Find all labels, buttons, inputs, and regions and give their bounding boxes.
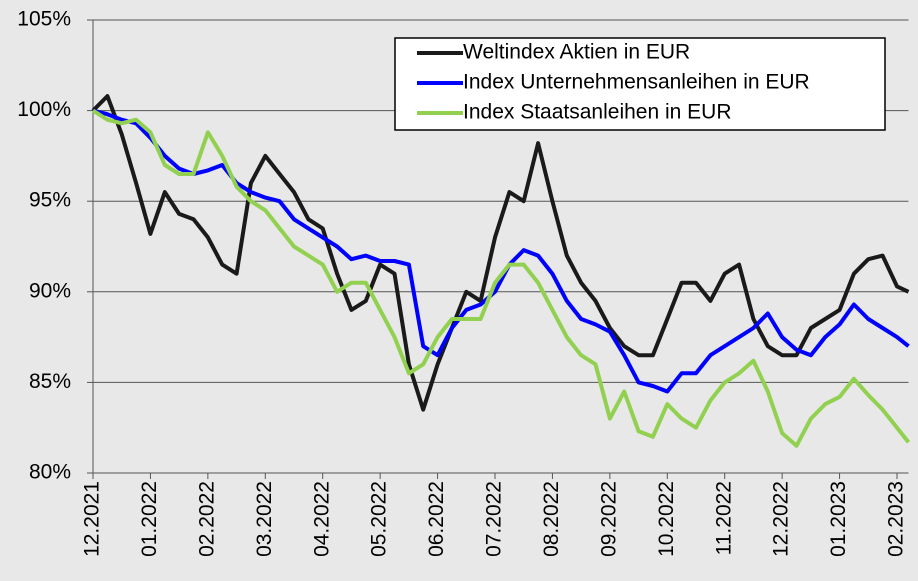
x-tick-label: 10.2022 xyxy=(655,481,678,557)
y-tick-label: 105% xyxy=(17,8,71,31)
x-tick-label: 01.2023 xyxy=(827,481,850,557)
series-line xyxy=(91,94,910,412)
series-line xyxy=(91,108,911,448)
x-tick-label: 12.2021 xyxy=(81,481,104,557)
x-tick-label: 05.2022 xyxy=(368,481,391,557)
legend-label: Weltindex Aktien in EUR xyxy=(463,41,690,64)
x-tick-label: 04.2022 xyxy=(310,481,333,557)
legend-box xyxy=(394,37,886,131)
y-tick-label: 85% xyxy=(29,370,71,393)
x-tick-label: 07.2022 xyxy=(483,481,506,557)
y-tick-label: 80% xyxy=(29,461,71,484)
x-tick-label: 08.2022 xyxy=(540,481,563,557)
x-tick-label: 06.2022 xyxy=(425,481,448,557)
legend-label: Index Unternehmensanleihen in EUR xyxy=(463,71,810,94)
x-tick-label: 02.2022 xyxy=(195,481,218,557)
y-tick-label: 100% xyxy=(17,98,71,121)
y-tick-label: 95% xyxy=(29,189,71,212)
y-tick-label: 90% xyxy=(29,279,71,302)
x-tick-label: 01.2022 xyxy=(138,481,161,557)
x-tick-label: 02.2023 xyxy=(885,481,908,557)
x-tick-label: 12.2022 xyxy=(770,481,793,557)
x-tick-label: 03.2022 xyxy=(253,481,276,557)
legend-label: Index Staatsanleihen in EUR xyxy=(463,101,732,124)
x-tick-label: 09.2022 xyxy=(597,481,620,557)
legend: Weltindex Aktien in EUR Index Unternehmen… xyxy=(394,37,886,131)
x-tick-label: 11.2022 xyxy=(712,481,735,555)
